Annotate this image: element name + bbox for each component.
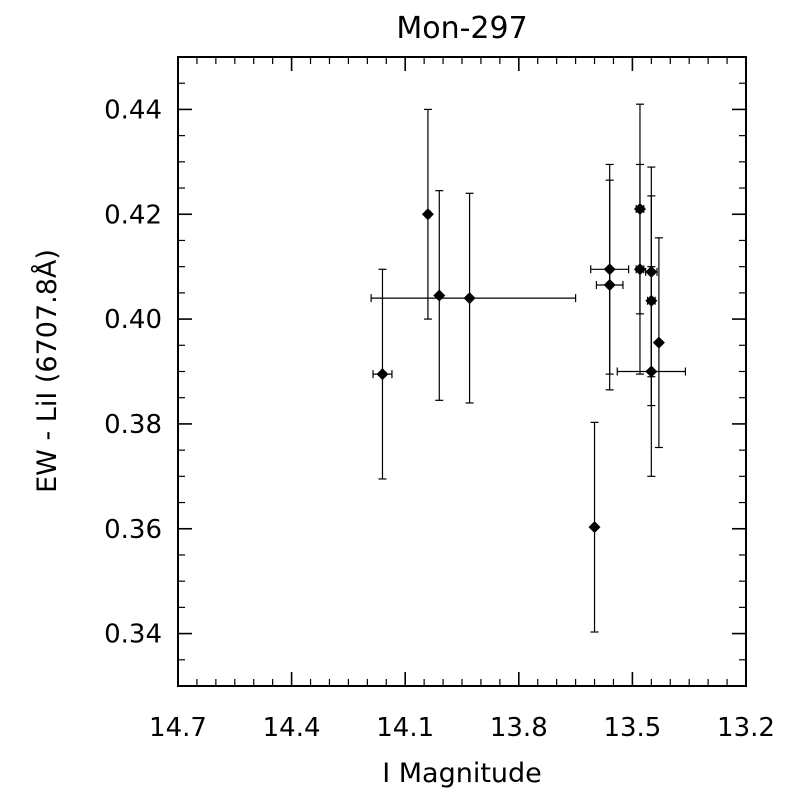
y-tick-label: 0.44 <box>104 95 162 125</box>
x-tick-labels: 14.7 14.4 14.1 13.8 13.5 13.2 <box>149 713 775 743</box>
y-tick-label: 0.34 <box>104 620 162 650</box>
x-tick-label: 13.8 <box>490 713 548 743</box>
error-bars <box>370 103 687 633</box>
x-tick-label: 14.4 <box>263 713 321 743</box>
x-tick-label: 14.7 <box>149 713 207 743</box>
chart-title: Mon-297 <box>396 11 527 46</box>
data-point-diamond <box>376 368 389 381</box>
data-point-diamond <box>463 292 476 305</box>
data-point-diamond <box>652 336 665 349</box>
y-tick-label: 0.40 <box>104 305 162 335</box>
data-points <box>376 203 665 534</box>
data-point-diamond <box>603 279 616 292</box>
data-point-diamond <box>645 265 658 278</box>
x-tick-label: 13.5 <box>603 713 661 743</box>
x-axis-label: I Magnitude <box>382 758 542 789</box>
y-tick-label: 0.36 <box>104 515 162 545</box>
data-point-diamond <box>588 521 601 534</box>
data-point-diamond <box>633 203 646 216</box>
data-point-diamond <box>603 263 616 276</box>
x-tick-label: 13.2 <box>717 713 775 743</box>
y-axis-label: EW - LiI (6707.8Å) <box>31 249 63 493</box>
axis-ticks <box>177 56 747 687</box>
data-point-diamond <box>645 365 658 378</box>
y-tick-labels: 0.34 0.36 0.38 0.40 0.42 0.44 <box>104 95 162 649</box>
data-point-diamond <box>433 289 446 302</box>
y-tick-label: 0.38 <box>104 410 162 440</box>
data-point-diamond <box>645 294 658 307</box>
data-point-diamond <box>421 208 434 221</box>
y-tick-label: 0.42 <box>104 200 162 230</box>
x-tick-label: 14.1 <box>376 713 434 743</box>
data-point-diamond <box>633 263 646 276</box>
